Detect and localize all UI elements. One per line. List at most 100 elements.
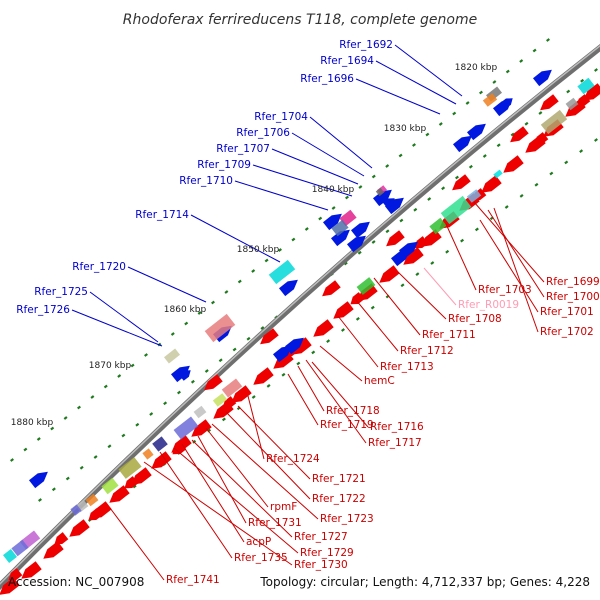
- tick-middle: [371, 240, 376, 244]
- tick-outer: [251, 269, 256, 273]
- tick-middle: [482, 154, 487, 158]
- plus-gene-label: Rfer_1710: [179, 175, 233, 187]
- tick-outer: [318, 216, 323, 221]
- tick-inner: [370, 305, 375, 310]
- plus-gene-arrow: [331, 229, 350, 247]
- plus-gene-arrow: [533, 69, 552, 87]
- tick-middle: [246, 336, 251, 341]
- tick-inner: [534, 182, 539, 187]
- gene-box: [11, 539, 29, 557]
- minus-gene-label-leader: [109, 507, 165, 581]
- plus-gene-arrow: [373, 189, 392, 207]
- tick-outer: [546, 38, 550, 42]
- tick-outer: [412, 143, 416, 147]
- plus-gene-label-leader: [89, 291, 159, 343]
- kbp-label: 1870 kbp: [89, 361, 132, 371]
- gene-box: [493, 169, 503, 179]
- tick-outer: [23, 447, 28, 452]
- tick-inner: [504, 205, 509, 209]
- tick-outer: [398, 153, 403, 158]
- tick-outer: [519, 59, 524, 63]
- plus-gene-arrow: [323, 213, 342, 231]
- plus-gene-arrow: [385, 197, 404, 215]
- gene-box: [565, 97, 579, 111]
- tick-outer: [117, 374, 122, 378]
- tick-middle: [204, 369, 209, 373]
- minus-gene-label-leader: [211, 423, 319, 520]
- plus-gene-label: Rfer_1725: [34, 286, 88, 298]
- plus-gene-label: Rfer_1707: [216, 143, 270, 155]
- gene-box: [164, 348, 180, 364]
- tick-outer: [465, 101, 470, 105]
- tick-middle: [524, 121, 529, 126]
- tick-outer: [184, 321, 189, 326]
- tick-middle: [218, 358, 223, 363]
- minus-gene-label-leader: [305, 359, 367, 444]
- minus-gene-label: Rfer_1719: [320, 419, 374, 431]
- gene-box: [3, 549, 17, 563]
- rna-gene-label: Rfer_R0019: [458, 299, 519, 311]
- plus-gene-label-leader: [271, 148, 359, 185]
- minus-gene-label-leader: [181, 443, 245, 543]
- plus-gene-arrow: [351, 221, 370, 239]
- tick-inner: [251, 395, 256, 399]
- minus-gene-label: Rfer_1723: [320, 513, 374, 525]
- minus-gene-arrow: [191, 419, 212, 437]
- plus-gene-label: Rfer_1720: [72, 261, 126, 273]
- kbp-label: 1840 kbp: [312, 185, 355, 195]
- gene-box: [152, 436, 168, 452]
- minus-gene-arrow: [333, 301, 354, 319]
- tick-outer: [211, 300, 215, 305]
- tick-inner: [281, 372, 286, 377]
- minus-gene-arrow: [350, 292, 365, 305]
- tick-outer: [358, 185, 363, 189]
- tick-middle: [163, 401, 168, 406]
- tick-middle: [566, 89, 571, 94]
- tick-inner: [355, 316, 360, 321]
- tick-outer: [385, 164, 390, 168]
- plus-gene-arrow: [500, 98, 513, 109]
- tick-middle: [580, 78, 585, 83]
- plus-gene-arrow: [347, 235, 366, 253]
- minus-gene-arrow: [131, 467, 152, 485]
- tick-middle: [51, 487, 56, 492]
- label-lines: [71, 44, 545, 581]
- minus-gene-arrow: [124, 476, 139, 489]
- tick-outer: [492, 80, 497, 84]
- gene-box: [540, 109, 568, 135]
- tick-outer: [331, 206, 336, 210]
- gene-labels: Rfer_1692 Rfer_1694 Rfer_1696 Rfer_1704 Rfer…: [16, 39, 600, 586]
- minus-gene-label-leader: [225, 411, 311, 500]
- gene-box: [212, 393, 228, 407]
- minus-gene-label: Rfer_1702: [540, 326, 594, 338]
- tick-inner: [474, 227, 479, 232]
- minus-gene-label-leader: [173, 447, 299, 554]
- tick-outer: [10, 458, 14, 462]
- tick-outer: [36, 437, 41, 441]
- minus-gene-label: Rfer_1727: [294, 531, 348, 543]
- minus-gene-label-leader: [445, 223, 477, 291]
- minus-gene-label: Rfer_1741: [166, 574, 220, 586]
- tick-outer: [371, 174, 376, 179]
- tick-middle: [413, 207, 418, 212]
- tick-outer: [144, 353, 148, 357]
- plus-gene-label-leader: [71, 309, 163, 347]
- plus-gene-arrow: [382, 198, 395, 209]
- tick-middle: [177, 390, 181, 395]
- tick-middle: [441, 186, 446, 191]
- tick-middle: [38, 498, 42, 502]
- minus-gene-label: Rfer_1724: [266, 453, 320, 465]
- minus-gene-label-leader: [493, 207, 539, 333]
- tick-outer: [197, 311, 202, 315]
- tick-outer: [304, 227, 309, 231]
- plus-gene-label: Rfer_1696: [300, 73, 354, 85]
- tick-inner: [564, 160, 569, 165]
- gene-box: [482, 93, 498, 107]
- minus-gene-label-leader: [311, 361, 369, 428]
- minus-gene-label-leader: [191, 439, 293, 538]
- tick-middle: [135, 422, 140, 427]
- plus-gene-label-leader: [252, 164, 353, 197]
- tick-middle: [190, 379, 195, 384]
